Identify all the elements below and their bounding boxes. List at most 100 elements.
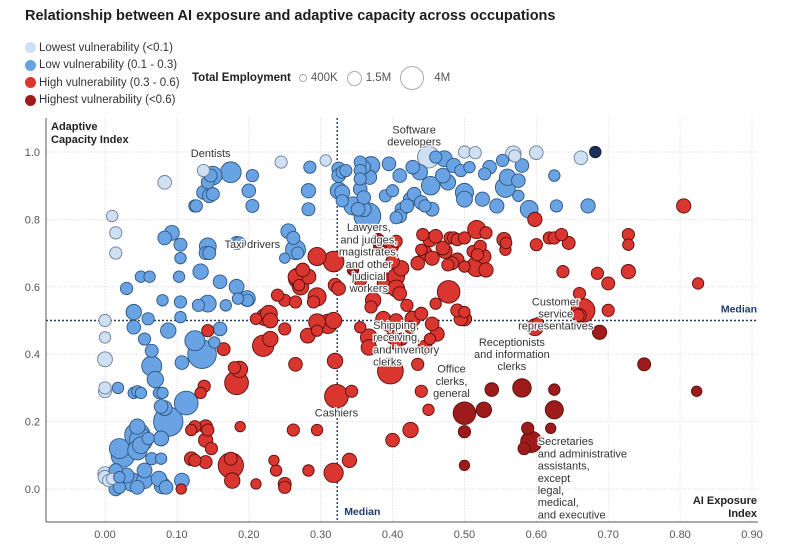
data-point (157, 230, 172, 246)
data-point (508, 149, 522, 163)
y-tick-label: 0.2 (25, 417, 40, 429)
data-point (428, 228, 443, 244)
data-point (512, 189, 525, 202)
data-point (548, 383, 561, 396)
data-point (130, 480, 145, 495)
annotation-label: workers (349, 283, 389, 295)
data-point (262, 312, 279, 329)
size-label: 400K (310, 72, 338, 84)
y-axis-title: Adaptive (51, 121, 97, 133)
data-point (676, 198, 692, 214)
data-point (173, 390, 199, 416)
axes: 0.00 0.10 0.20 0.30 0.40 0.50 0.60 0.70 0.80 0.90… (25, 118, 763, 541)
annotation-label: receiving, (373, 332, 420, 344)
data-point (306, 295, 321, 309)
data-point (571, 308, 585, 323)
annotation-label: and executive (538, 509, 606, 521)
data-point (521, 421, 535, 435)
data-point (288, 357, 303, 372)
data-point (622, 238, 635, 251)
data-point (339, 163, 353, 178)
x-tick-label: 0.80 (669, 529, 690, 541)
data-point (119, 281, 134, 296)
x-tick-label: 0.70 (598, 529, 619, 541)
data-point (310, 324, 324, 337)
data-point (691, 277, 705, 290)
data-point (416, 227, 430, 242)
annotation-label: and administrative (538, 448, 627, 460)
data-point (188, 453, 202, 467)
data-point (489, 198, 505, 214)
x-tick-label: 0.30 (310, 529, 331, 541)
annotation-label: clerks (373, 357, 402, 369)
data-point (212, 321, 228, 337)
legend-label: Low vulnerability (0.1 - 0.3) (39, 59, 178, 72)
data-point (234, 420, 246, 433)
data-point (356, 190, 372, 205)
data-point (637, 357, 652, 372)
data-point (98, 381, 112, 395)
data-point (109, 226, 123, 240)
annotation-label: legal, (538, 485, 564, 497)
data-point (303, 160, 317, 174)
data-point (300, 183, 317, 199)
annotation-label: and judges, (340, 234, 397, 246)
data-point (424, 250, 440, 266)
data-point (134, 386, 148, 400)
annotation-label: assistants, (538, 461, 590, 473)
x-tick-label: 0.90 (741, 529, 762, 541)
legend-dot-icon (25, 77, 36, 89)
size-legend: Total Employment 400K 1.5M 4M (192, 66, 459, 90)
x-tick-label: 0.10 (166, 529, 187, 541)
annotation-label: service (538, 309, 573, 321)
data-point (420, 175, 441, 196)
annotation-label: Dentists (191, 148, 231, 160)
data-point (392, 168, 408, 183)
median-x-label: Median (344, 506, 380, 518)
data-point (385, 254, 400, 269)
annotation-label: Cashiers (315, 408, 359, 420)
annotation-label: Taxi drivers (225, 239, 281, 251)
y-tick-label: 1.0 (25, 147, 40, 159)
data-point (529, 238, 543, 252)
data-point (108, 438, 130, 460)
data-point (156, 294, 169, 307)
data-point (205, 187, 220, 202)
data-point (111, 381, 125, 395)
data-point (286, 230, 301, 245)
size-circle-medium-icon (346, 70, 362, 86)
data-point (307, 246, 327, 266)
data-point (499, 236, 513, 250)
data-point (511, 173, 526, 188)
data-point (201, 324, 215, 338)
data-point (436, 280, 461, 304)
x-tick-label: 0.00 (94, 529, 115, 541)
legend-dot-icon (25, 94, 36, 106)
data-point (174, 251, 187, 265)
data-point (324, 311, 343, 330)
data-point (249, 312, 263, 325)
data-point (143, 270, 156, 283)
data-point (194, 386, 207, 400)
annotation-label: judicial (351, 271, 386, 283)
data-point (146, 370, 164, 389)
data-point (344, 384, 359, 398)
data-point (410, 255, 425, 271)
data-point (136, 462, 153, 479)
data-point (106, 209, 119, 223)
data-point (220, 161, 242, 184)
x-tick-label: 0.20 (238, 529, 259, 541)
data-point (554, 227, 569, 242)
legend-item-highest: Highest vulnerability (<0.6) (25, 92, 180, 110)
data-point (185, 423, 198, 437)
data-point (477, 167, 492, 181)
annotation-label: except (538, 473, 570, 485)
data-point (129, 418, 146, 435)
legend-label: Highest vulnerability (<0.6) (39, 94, 176, 107)
y-axis-title: Capacity Index (51, 134, 130, 146)
size-legend-title: Total Employment (192, 72, 291, 84)
data-point (580, 198, 596, 214)
data-point (399, 198, 415, 214)
data-point (403, 320, 418, 334)
